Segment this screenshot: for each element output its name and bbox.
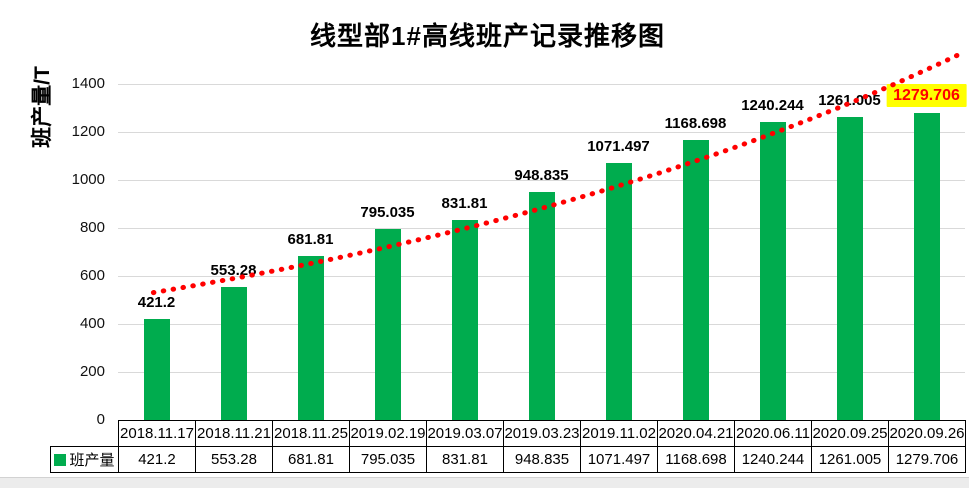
gridline: [118, 84, 965, 85]
table-corner-spacer: [51, 421, 119, 447]
date-header-cell: 2019.03.07: [426, 420, 504, 447]
bar-value-label: 948.835: [514, 167, 569, 185]
bar-value-label: 1168.698: [664, 114, 727, 132]
y-tick-label: 1000: [71, 171, 105, 188]
date-header-cell: 2020.04.21: [657, 420, 735, 447]
date-header-cell: 2018.11.25: [272, 420, 350, 447]
bar-value-label: 681.81: [287, 231, 334, 249]
bar[interactable]: [682, 139, 709, 420]
y-tick-label: 200: [79, 363, 105, 380]
y-tick-label: 800: [79, 219, 105, 236]
chart-title: 线型部1#高线班产记录推移图: [310, 21, 665, 51]
value-row: 班产量 421.2 553.28 681.81 795.035 831.81 948.835…: [50, 446, 966, 473]
bar[interactable]: [374, 229, 401, 420]
bar[interactable]: [528, 192, 555, 420]
value-cell: 553.28: [195, 446, 273, 473]
bar-value-label: 1240.244: [741, 97, 804, 115]
legend-entry: 班产量: [52, 449, 118, 470]
value-cell: 795.035: [349, 446, 427, 473]
bar[interactable]: [836, 117, 863, 420]
bar-value-label: 1261.005: [818, 92, 881, 110]
value-cell: 1240.244: [734, 446, 812, 473]
bottom-strip: [0, 477, 969, 488]
value-cell: 1279.706: [888, 446, 966, 473]
bar-value-label: 795.035: [360, 204, 415, 222]
bar[interactable]: [451, 220, 478, 420]
y-tick-label: 1400: [71, 75, 105, 92]
value-cell: 421.2: [118, 446, 196, 473]
date-header-cell: 2020.06.11: [734, 420, 812, 447]
bar-value-label: 1071.497: [587, 137, 650, 155]
value-cell: 1168.698: [657, 446, 735, 473]
bar[interactable]: [143, 318, 170, 420]
value-cell: 831.81: [426, 446, 504, 473]
date-header-cell: 2019.03.23: [503, 420, 581, 447]
y-tick-label: 600: [79, 267, 105, 284]
date-header-cell: 2020.09.25: [811, 420, 889, 447]
value-cell: 948.835: [503, 446, 581, 473]
date-header-cell: 2019.11.02: [580, 420, 658, 447]
y-tick-label: 1200: [71, 123, 105, 140]
value-cell: 681.81: [272, 446, 350, 473]
value-cell: 1071.497: [580, 446, 658, 473]
bar-value-label: 553.28: [210, 262, 257, 280]
date-header-cell: 2018.11.17: [118, 420, 196, 447]
bar[interactable]: [759, 122, 786, 420]
bar[interactable]: [605, 162, 632, 420]
bar[interactable]: [297, 256, 324, 420]
date-header-cell: 2020.09.26: [888, 420, 966, 447]
legend-cell[interactable]: 班产量: [50, 446, 119, 473]
y-tick-label: 0: [96, 411, 105, 428]
date-header-row: 2018.11.17 2018.11.21 2018.11.25 2019.02.19…: [51, 420, 966, 447]
bar[interactable]: [913, 112, 940, 420]
bar-value-label-highlight: 1279.706: [886, 83, 967, 107]
date-header-cell: 2019.02.19: [349, 420, 427, 447]
y-tick-label: 400: [79, 315, 105, 332]
bar-value-label: 831.81: [441, 195, 488, 213]
bar-value-label: 421.2: [137, 293, 176, 311]
data-table: 2018.11.17 2018.11.21 2018.11.25 2019.02.19…: [50, 420, 966, 473]
value-cell: 1261.005: [811, 446, 889, 473]
bar[interactable]: [220, 287, 247, 420]
legend-series-label: 班产量: [69, 452, 115, 469]
legend-series-swatch: [54, 453, 67, 466]
date-header-cell: 2018.11.21: [195, 420, 273, 447]
